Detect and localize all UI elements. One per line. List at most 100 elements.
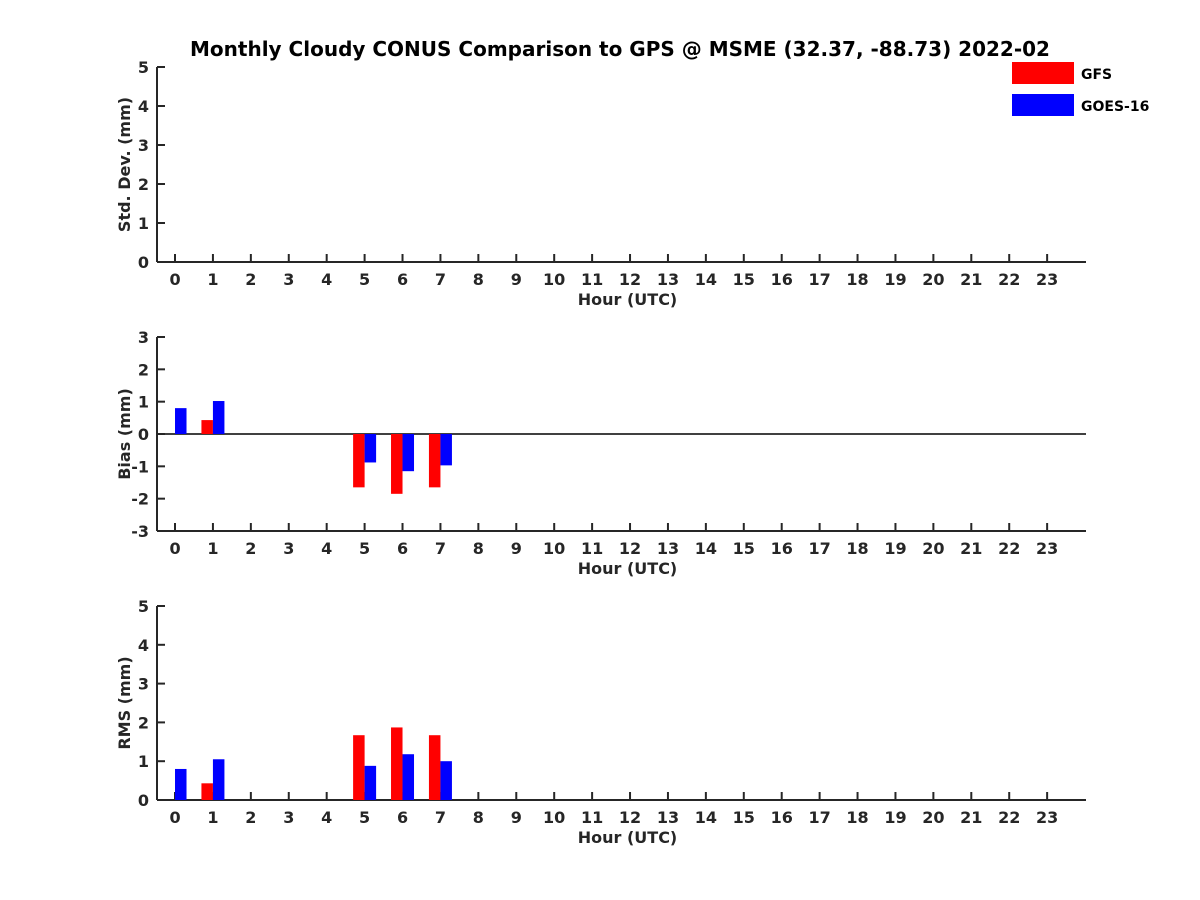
bar-goes-16-hour-0 (175, 408, 187, 434)
x-tick-label: 13 (657, 808, 679, 827)
x-tick-label: 7 (435, 808, 446, 827)
x-tick-label: 4 (321, 539, 332, 558)
x-tick-label: 14 (695, 539, 717, 558)
x-tick-label: 16 (771, 539, 793, 558)
x-tick-label: 16 (771, 270, 793, 289)
x-axis-label: Hour (UTC) (578, 290, 678, 309)
x-tick-label: 10 (543, 808, 565, 827)
x-tick-label: 2 (245, 270, 256, 289)
bar-gfs-hour-6 (391, 434, 403, 494)
x-axis-label: Hour (UTC) (578, 559, 678, 578)
bar-gfs-hour-7 (428, 434, 441, 488)
y-tick-label: 3 (138, 328, 149, 347)
x-tick-label: 10 (543, 270, 565, 289)
x-tick-label: 23 (1036, 539, 1058, 558)
bar-goes-16-hour-7 (440, 761, 452, 800)
x-tick-label: 12 (619, 270, 641, 289)
x-tick-label: 17 (808, 539, 830, 558)
x-tick-label: 9 (511, 539, 522, 558)
x-tick-label: 6 (397, 808, 408, 827)
x-tick-label: 9 (511, 270, 522, 289)
x-tick-label: 21 (960, 270, 982, 289)
x-tick-label: 1 (207, 270, 218, 289)
x-tick-label: 12 (619, 539, 641, 558)
x-tick-label: 6 (397, 270, 408, 289)
bar-gfs-hour-1 (201, 420, 213, 434)
x-tick-label: 14 (695, 270, 717, 289)
chart-title: Monthly Cloudy CONUS Comparison to GPS @… (190, 37, 1050, 61)
bar-goes-16-hour-0 (175, 768, 187, 800)
x-tick-label: 20 (922, 808, 944, 827)
legend: GFS GOES-16 (1012, 62, 1149, 116)
x-tick-label: 16 (771, 808, 793, 827)
x-tick-label: 23 (1036, 270, 1058, 289)
x-tick-label: 5 (359, 808, 370, 827)
bar-goes-16-hour-7 (440, 434, 452, 466)
x-tick-label: 4 (321, 808, 332, 827)
x-tick-label: 22 (998, 539, 1020, 558)
x-tick-label: 19 (884, 808, 906, 827)
x-tick-label: 3 (283, 539, 294, 558)
bar-gfs-hour-5 (353, 735, 365, 800)
x-tick-label: 5 (359, 270, 370, 289)
bar-gfs-hour-7 (428, 735, 441, 800)
bar-gfs-hour-1 (201, 783, 213, 800)
bar-goes-16-hour-6 (402, 754, 415, 800)
x-tick-label: 19 (884, 270, 906, 289)
x-tick-label: 1 (207, 539, 218, 558)
x-tick-label: 8 (473, 270, 484, 289)
y-tick-label: 5 (138, 597, 149, 616)
x-tick-label: 23 (1036, 808, 1058, 827)
legend-label-goes16: GOES-16 (1081, 99, 1149, 115)
bar-gfs-hour-5 (353, 434, 365, 488)
x-axis-label: Hour (UTC) (578, 828, 678, 847)
x-tick-label: 3 (283, 270, 294, 289)
y-tick-label: 1 (138, 214, 149, 233)
x-tick-label: 11 (581, 808, 603, 827)
x-tick-label: 8 (473, 539, 484, 558)
y-tick-label: 2 (138, 360, 149, 379)
x-tick-label: 14 (695, 808, 717, 827)
x-tick-label: 0 (169, 808, 180, 827)
bar-goes-16-hour-1 (212, 401, 225, 434)
x-tick-label: 6 (397, 539, 408, 558)
x-tick-label: 19 (884, 539, 906, 558)
x-tick-label: 17 (808, 808, 830, 827)
y-tick-label: -1 (131, 457, 149, 476)
x-tick-label: 4 (321, 270, 332, 289)
x-tick-label: 18 (846, 808, 868, 827)
y-tick-label: -2 (131, 490, 149, 509)
bar-goes-16-hour-6 (402, 434, 415, 472)
y-tick-label: 1 (138, 393, 149, 412)
y-tick-label: 1 (138, 752, 149, 771)
x-tick-label: 21 (960, 808, 982, 827)
x-tick-label: 15 (733, 539, 755, 558)
x-tick-label: 15 (733, 808, 755, 827)
y-tick-label: 5 (138, 58, 149, 77)
legend-swatch-goes16 (1012, 94, 1074, 116)
x-tick-label: 5 (359, 539, 370, 558)
x-tick-label: 13 (657, 270, 679, 289)
x-tick-label: 2 (245, 808, 256, 827)
y-tick-label: 2 (138, 175, 149, 194)
x-tick-label: 7 (435, 270, 446, 289)
y-tick-label: 3 (138, 136, 149, 155)
legend-label-gfs: GFS (1081, 67, 1112, 83)
x-tick-label: 0 (169, 270, 180, 289)
x-tick-label: 13 (657, 539, 679, 558)
x-tick-label: 20 (922, 539, 944, 558)
x-tick-label: 2 (245, 539, 256, 558)
bar-goes-16-hour-1 (212, 759, 225, 800)
x-tick-label: 11 (581, 270, 603, 289)
y-tick-label: 4 (138, 97, 149, 116)
bar-goes-16-hour-5 (364, 765, 377, 800)
y-axis-label: Std. Dev. (mm) (115, 97, 134, 232)
x-tick-label: 21 (960, 539, 982, 558)
x-tick-label: 1 (207, 808, 218, 827)
x-tick-label: 22 (998, 808, 1020, 827)
x-tick-label: 18 (846, 270, 868, 289)
